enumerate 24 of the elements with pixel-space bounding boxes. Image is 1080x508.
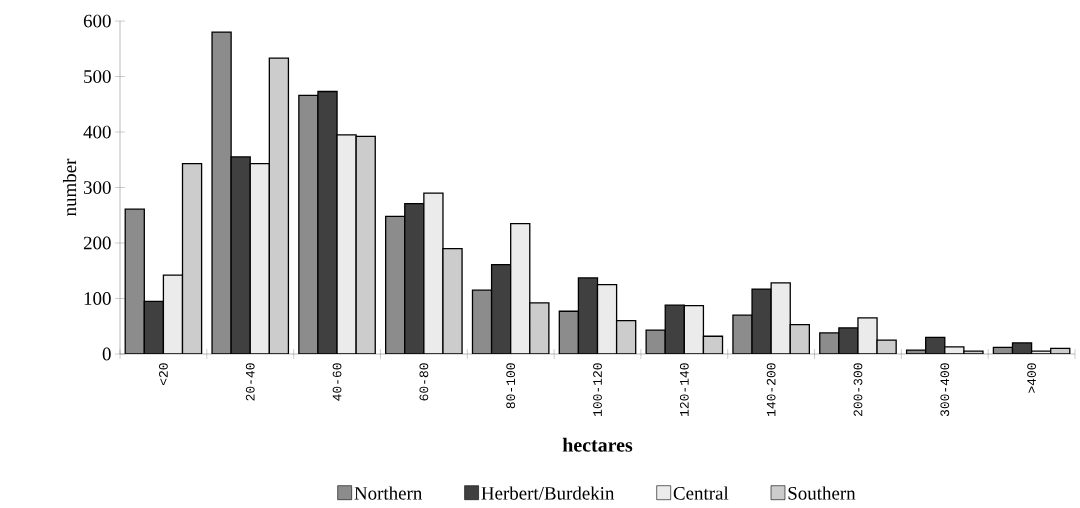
x-tick-label: 120-140	[679, 363, 689, 416]
y-tick-label: 600	[83, 14, 111, 28]
y-tick-label: 400	[83, 125, 111, 139]
x-tick-label: 80-100	[506, 363, 516, 409]
x-tick-label: 20-40	[245, 363, 255, 401]
y-tick-label: 0	[102, 347, 111, 361]
x-tick-label: 40-60	[332, 363, 342, 401]
x-tick-label: <20	[159, 363, 168, 386]
x-tick-label: 140-200	[766, 363, 776, 416]
x-tick-label: >400	[1027, 363, 1036, 393]
legend-label: Northern	[354, 486, 423, 500]
x-tick-label: 200-300	[853, 363, 863, 417]
y-tick-label: 300	[84, 181, 111, 194]
legend-label: Central	[673, 486, 729, 500]
x-tick-label: 60-80	[419, 363, 429, 401]
y-tick-label: 100	[84, 292, 111, 305]
y-tick-label: 200	[83, 236, 111, 250]
x-axis-title: hectares	[562, 437, 633, 452]
x-tick-label: 100-120	[593, 363, 602, 416]
y-axis-title: number	[62, 158, 77, 216]
y-tick-label: 500	[84, 70, 111, 83]
legend-label: Herbert/Burdekin	[481, 486, 615, 500]
x-tick-label: 300-400	[940, 363, 950, 417]
legend-label: Southern	[788, 486, 856, 500]
